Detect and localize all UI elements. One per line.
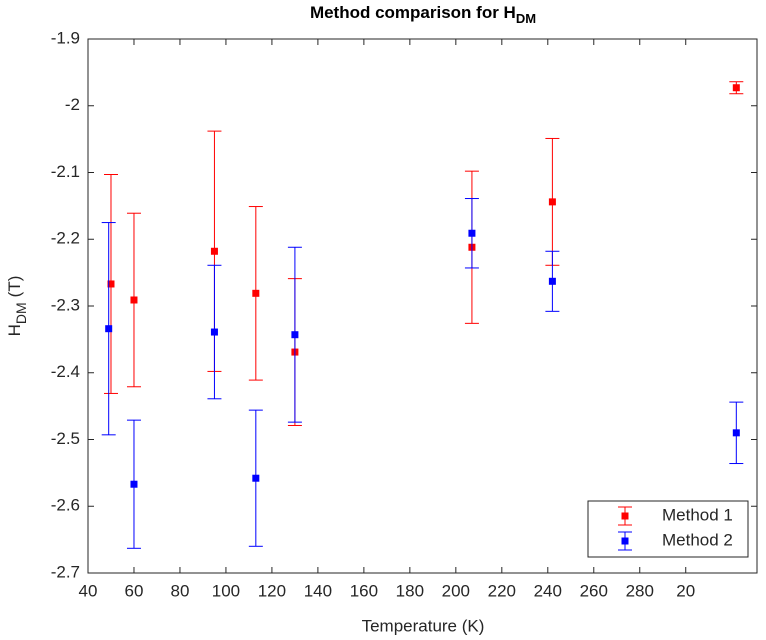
marker xyxy=(210,247,218,255)
error-point xyxy=(545,250,560,312)
marker xyxy=(105,325,113,333)
marker xyxy=(548,277,556,285)
y-tick-label: -2.7 xyxy=(51,562,80,581)
error-point xyxy=(729,401,744,465)
x-tick-label: 40 xyxy=(79,581,98,600)
error-point xyxy=(126,419,141,549)
y-tick-label: -2.6 xyxy=(51,496,80,515)
legend-label: Method 1 xyxy=(662,505,733,524)
error-point xyxy=(287,246,302,423)
y-axis-label: HDM (T) xyxy=(5,276,28,337)
title-text: Method comparison for H xyxy=(310,3,516,22)
x-tick-label: 100 xyxy=(212,581,240,600)
x-tick-label: 260 xyxy=(580,581,608,600)
x-tick-label: 20 xyxy=(676,581,695,600)
y-tick-label: -2.4 xyxy=(51,362,80,381)
x-tick-label: 60 xyxy=(125,581,144,600)
x-tick-label: 240 xyxy=(534,581,562,600)
y-label-subscript: DM xyxy=(13,302,29,324)
x-tick-label: 220 xyxy=(488,581,516,600)
marker xyxy=(210,328,218,336)
x-tick-label: 280 xyxy=(626,581,654,600)
x-tick-label: 140 xyxy=(304,581,332,600)
legend-box xyxy=(587,500,749,558)
legend-marker xyxy=(621,512,629,520)
marker xyxy=(107,280,115,288)
marker xyxy=(252,289,260,297)
error-point xyxy=(729,81,744,95)
x-tick-label: 200 xyxy=(442,581,470,600)
error-point xyxy=(103,174,118,394)
y-tick-label: -1.9 xyxy=(51,28,80,47)
marker xyxy=(732,84,740,92)
y-tick-label: -2.3 xyxy=(51,295,80,314)
x-tick-label: 80 xyxy=(170,581,189,600)
marker xyxy=(291,331,299,339)
marker xyxy=(732,429,740,437)
x-tick-label: 120 xyxy=(258,581,286,600)
y-tick-label: -2.1 xyxy=(51,162,80,181)
y-label-suffix: (T) xyxy=(5,276,24,298)
error-point xyxy=(101,222,116,436)
error-point xyxy=(464,198,479,269)
y-tick-label: -2.5 xyxy=(51,429,80,448)
error-point xyxy=(207,264,222,400)
marker xyxy=(548,198,556,206)
plot-area xyxy=(87,38,758,574)
marker xyxy=(252,474,260,482)
marker xyxy=(130,296,138,304)
x-tick-label: 180 xyxy=(396,581,424,600)
error-point xyxy=(248,409,263,547)
error-point xyxy=(248,206,263,381)
chart-title: Method comparison for HDM xyxy=(310,3,536,26)
legend-marker xyxy=(621,537,629,545)
marker xyxy=(130,480,138,488)
y-tick-label: -2.2 xyxy=(51,229,80,248)
legend-label: Method 2 xyxy=(662,530,733,549)
x-axis-label: Temperature (K) xyxy=(362,616,485,635)
x-tick-label: 160 xyxy=(350,581,378,600)
error-point xyxy=(126,212,141,388)
y-tick-label: -2 xyxy=(65,95,80,114)
y-label-text: H xyxy=(5,324,24,336)
title-subscript: DM xyxy=(516,11,536,26)
marker xyxy=(468,229,476,237)
